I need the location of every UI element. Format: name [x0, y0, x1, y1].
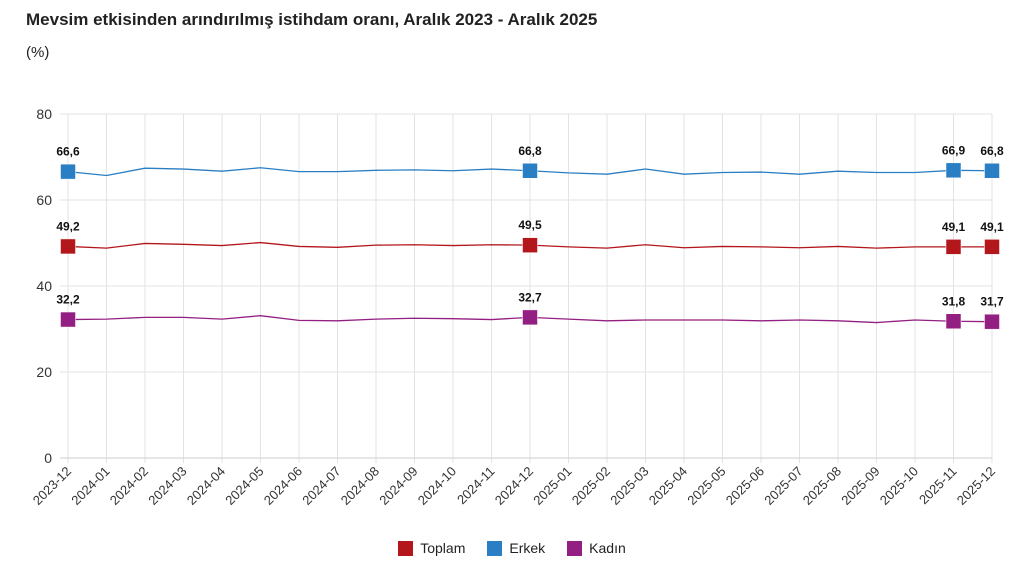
data-label: 49,2	[56, 219, 80, 233]
data-point-marker	[945, 162, 962, 179]
legend-label: Kadın	[589, 540, 626, 556]
data-point-marker	[60, 238, 76, 255]
x-tick-label: 2024-04	[184, 464, 228, 508]
data-label: 32,2	[56, 293, 80, 307]
x-tick-label: 2025-08	[800, 464, 844, 508]
x-tick-label: 2025-09	[838, 464, 882, 508]
x-tick-label: 2025-11	[916, 464, 960, 508]
data-point-marker	[522, 237, 538, 253]
x-tick-label: 2024-03	[145, 464, 189, 508]
legend-label: Toplam	[420, 540, 466, 556]
x-tick-label: 2024-05	[222, 464, 266, 508]
x-tick-label: 2025-01	[530, 464, 574, 508]
chart-subtitle: (%)	[26, 44, 50, 61]
legend-label: Erkek	[509, 540, 546, 556]
x-tick-label: 2025-03	[607, 464, 651, 508]
data-point-marker	[60, 311, 76, 328]
data-label: 32,7	[518, 290, 542, 304]
x-tick-label: 2024-12	[492, 464, 536, 508]
legend-item-kadin[interactable]: Kadın	[567, 540, 626, 556]
x-tick-label: 2025-12	[954, 464, 998, 508]
legend: Toplam Erkek Kadın	[0, 540, 1024, 556]
x-tick-label: 2025-07	[761, 464, 805, 508]
x-tick-label: 2025-10	[877, 464, 921, 508]
data-point-marker	[984, 163, 1000, 179]
x-tick-label: 2024-10	[415, 464, 459, 508]
data-label: 66,6	[56, 145, 80, 159]
data-point-marker	[945, 313, 962, 330]
data-point-marker	[522, 163, 538, 179]
legend-swatch	[567, 540, 583, 556]
legend-swatch	[487, 540, 503, 556]
y-tick-label: 80	[36, 106, 52, 122]
x-tick-label: 2024-08	[338, 464, 382, 508]
data-label: 66,8	[980, 144, 1004, 158]
data-label: 49,1	[942, 220, 966, 234]
data-point-marker	[945, 239, 962, 255]
x-tick-label: 2025-04	[646, 464, 690, 508]
x-tick-label: 2025-02	[569, 464, 613, 508]
legend-swatch	[398, 540, 414, 556]
y-tick-label: 0	[44, 450, 52, 466]
legend-item-erkek[interactable]: Erkek	[487, 540, 545, 556]
data-label: 49,1	[980, 220, 1004, 234]
x-tick-label: 2025-05	[684, 464, 728, 508]
x-tick-label: 2024-09	[376, 464, 420, 508]
y-tick-label: 20	[36, 364, 52, 380]
data-label: 31,8	[942, 294, 966, 308]
x-tick-label: 2024-11	[454, 464, 498, 508]
data-point-marker	[522, 309, 538, 326]
data-point-marker	[984, 239, 1000, 255]
data-label: 31,7	[980, 295, 1004, 309]
data-label: 49,5	[518, 218, 542, 232]
x-tick-label: 2024-02	[107, 464, 151, 508]
x-tick-label: 2025-06	[723, 464, 767, 508]
data-label: 66,8	[518, 144, 542, 158]
x-tick-label: 2024-06	[261, 464, 305, 508]
y-tick-label: 40	[36, 278, 52, 294]
legend-item-toplam[interactable]: Toplam	[398, 540, 465, 556]
data-label: 66,9	[942, 143, 966, 157]
x-tick-label: 2024-07	[299, 464, 343, 508]
x-tick-label: 2024-01	[68, 464, 112, 508]
data-point-marker	[60, 163, 76, 180]
x-tick-label: 2023-12	[30, 464, 74, 508]
chart-title: Mevsim etkisinden arındırılmış istihdam …	[26, 10, 598, 29]
data-point-marker	[984, 313, 1000, 330]
y-tick-label: 60	[36, 192, 52, 208]
